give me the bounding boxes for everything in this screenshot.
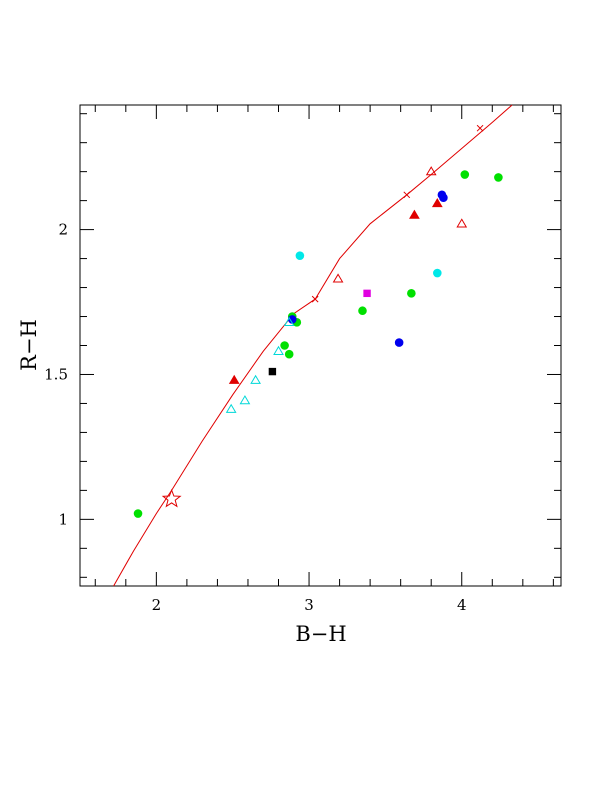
- data-point-triangle-filled: [409, 209, 420, 219]
- model-curve: [113, 104, 513, 587]
- labels-group: 2 3 4 1 1.5 2: [44, 221, 466, 614]
- y-tick-label: 2: [58, 221, 68, 239]
- data-point-circle: [407, 289, 416, 298]
- data-point-triangle-filled: [228, 374, 240, 384]
- data-point-circle: [133, 509, 143, 518]
- curve-cross-marker: [311, 295, 319, 303]
- data-point-triangle-open: [239, 395, 251, 405]
- curve-group: [113, 104, 513, 587]
- data-point-triangle-filled: [431, 198, 443, 208]
- points-group: [133, 166, 503, 518]
- data-point-circle: [439, 193, 448, 203]
- data-point-triangle-open: [250, 374, 261, 384]
- data-point-triangle-open: [425, 166, 437, 176]
- plot-frame-group: [79, 104, 562, 587]
- data-point-square: [268, 367, 277, 376]
- data-point-triangle-open: [273, 345, 284, 355]
- curve-cross-marker: [476, 124, 484, 132]
- data-point-triangle-open: [225, 403, 237, 413]
- data-point-circle: [433, 268, 442, 278]
- data-point-circle: [295, 251, 305, 260]
- curve-cross-marker: [403, 191, 411, 199]
- y-tick-label: 1.5: [44, 365, 68, 383]
- y-axis-title: R−H: [17, 319, 41, 371]
- data-point-triangle-open: [283, 316, 295, 326]
- data-point-circle: [394, 338, 404, 347]
- data-point-square: [363, 289, 371, 298]
- plot-frame: [79, 104, 562, 587]
- data-point-triangle-open: [332, 273, 344, 283]
- ticks-group: [80, 105, 561, 586]
- data-point-triangle-open: [456, 218, 468, 228]
- y-tick-label: 1: [58, 510, 68, 528]
- x-tick-label: 3: [304, 596, 314, 614]
- star-marker: [161, 488, 182, 508]
- x-tick-label: 2: [152, 596, 162, 614]
- x-axis-title: B−H: [295, 622, 346, 646]
- data-point-circle: [494, 173, 503, 182]
- data-point-circle: [280, 341, 289, 350]
- x-tick-label: 4: [457, 596, 467, 614]
- data-point-circle: [460, 170, 470, 179]
- data-point-circle: [284, 349, 294, 359]
- data-point-circle: [358, 306, 367, 316]
